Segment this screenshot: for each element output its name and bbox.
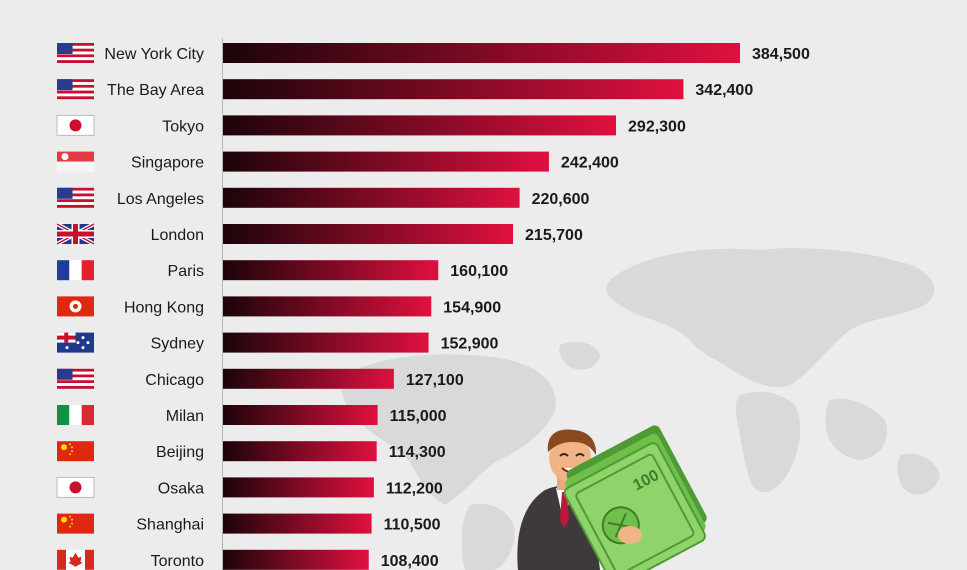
bar xyxy=(223,513,372,534)
category-label: Toronto xyxy=(151,553,204,570)
uk-flag-icon xyxy=(56,222,95,246)
category-label: Shanghai xyxy=(136,517,204,534)
category-label: Tokyo xyxy=(162,118,204,135)
category-label: Los Angeles xyxy=(117,191,204,208)
bar xyxy=(223,477,374,498)
bar xyxy=(223,405,378,425)
italy-flag-icon xyxy=(57,405,94,425)
value-label: 127,100 xyxy=(406,372,464,389)
bar-row: The Bay Area 342,400 xyxy=(57,79,753,100)
bar xyxy=(223,151,549,172)
value-label: 160,100 xyxy=(450,263,508,280)
bar-row: Sydney 152,900 xyxy=(57,332,499,353)
china-flag-icon xyxy=(57,441,94,462)
category-label: Paris xyxy=(168,263,204,280)
bar xyxy=(223,224,514,244)
value-label: 242,400 xyxy=(561,155,619,172)
bar-row: London 215,700 xyxy=(56,222,583,246)
value-label: 112,200 xyxy=(386,480,443,497)
category-label: Beijing xyxy=(156,444,204,461)
bar xyxy=(223,115,617,136)
japan-flag-icon xyxy=(56,476,95,498)
bar-row: Chicago 127,100 xyxy=(57,368,464,389)
category-label: New York City xyxy=(104,46,204,63)
bar-row: Osaka 112,200 xyxy=(56,476,443,498)
australia-flag-icon xyxy=(57,332,94,353)
bar-row: Tokyo 292,300 xyxy=(56,114,686,136)
us-flag-icon xyxy=(57,43,94,63)
bar-row: Shanghai 110,500 xyxy=(57,513,441,534)
bar-row: New York City 384,500 xyxy=(57,43,810,63)
bar-row: Los Angeles 220,600 xyxy=(57,187,590,208)
bar xyxy=(223,441,377,462)
hong-kong-flag-icon xyxy=(57,296,94,317)
category-label: London xyxy=(151,227,204,244)
us-flag-icon xyxy=(57,187,94,208)
bar xyxy=(223,296,432,317)
bar xyxy=(223,79,684,100)
bar-row: Hong Kong 154,900 xyxy=(57,296,501,317)
man-holding-money-illustration: 100 xyxy=(517,425,707,570)
singapore-flag-icon xyxy=(57,151,94,172)
value-label: 292,300 xyxy=(628,118,686,135)
bar xyxy=(223,549,369,570)
bar xyxy=(223,187,520,208)
value-label: 220,600 xyxy=(532,191,590,208)
canada-flag-icon xyxy=(57,549,94,570)
value-label: 108,400 xyxy=(381,553,439,570)
category-label: Milan xyxy=(166,408,204,425)
bar xyxy=(223,43,740,63)
category-label: Singapore xyxy=(131,155,204,172)
value-label: 110,500 xyxy=(384,517,441,534)
category-label: Hong Kong xyxy=(124,299,204,316)
bar-row: Paris 160,100 xyxy=(57,260,508,281)
us-flag-icon xyxy=(57,79,94,100)
category-label: Osaka xyxy=(158,480,204,497)
value-label: 384,500 xyxy=(752,46,810,63)
japan-flag-icon xyxy=(56,114,95,136)
china-flag-icon xyxy=(57,513,94,534)
value-label: 342,400 xyxy=(695,82,753,99)
bar xyxy=(223,260,439,281)
value-label: 154,900 xyxy=(443,299,501,316)
bar xyxy=(223,332,429,353)
bar-row: Milan 115,000 xyxy=(57,405,447,425)
category-label: Sydney xyxy=(151,336,204,353)
category-label: Chicago xyxy=(145,372,204,389)
france-flag-icon xyxy=(57,260,94,281)
us-flag-icon xyxy=(57,368,94,389)
category-label: The Bay Area xyxy=(107,82,204,99)
value-label: 114,300 xyxy=(389,444,446,461)
value-label: 115,000 xyxy=(390,408,447,425)
bar-row: Singapore 242,400 xyxy=(57,151,619,172)
bar-row: Toronto 108,400 xyxy=(57,549,439,570)
bar-row: Beijing 114,300 xyxy=(57,441,446,462)
bar xyxy=(223,368,394,389)
value-label: 152,900 xyxy=(441,336,499,353)
value-label: 215,700 xyxy=(525,227,583,244)
world-map-background xyxy=(341,248,940,570)
